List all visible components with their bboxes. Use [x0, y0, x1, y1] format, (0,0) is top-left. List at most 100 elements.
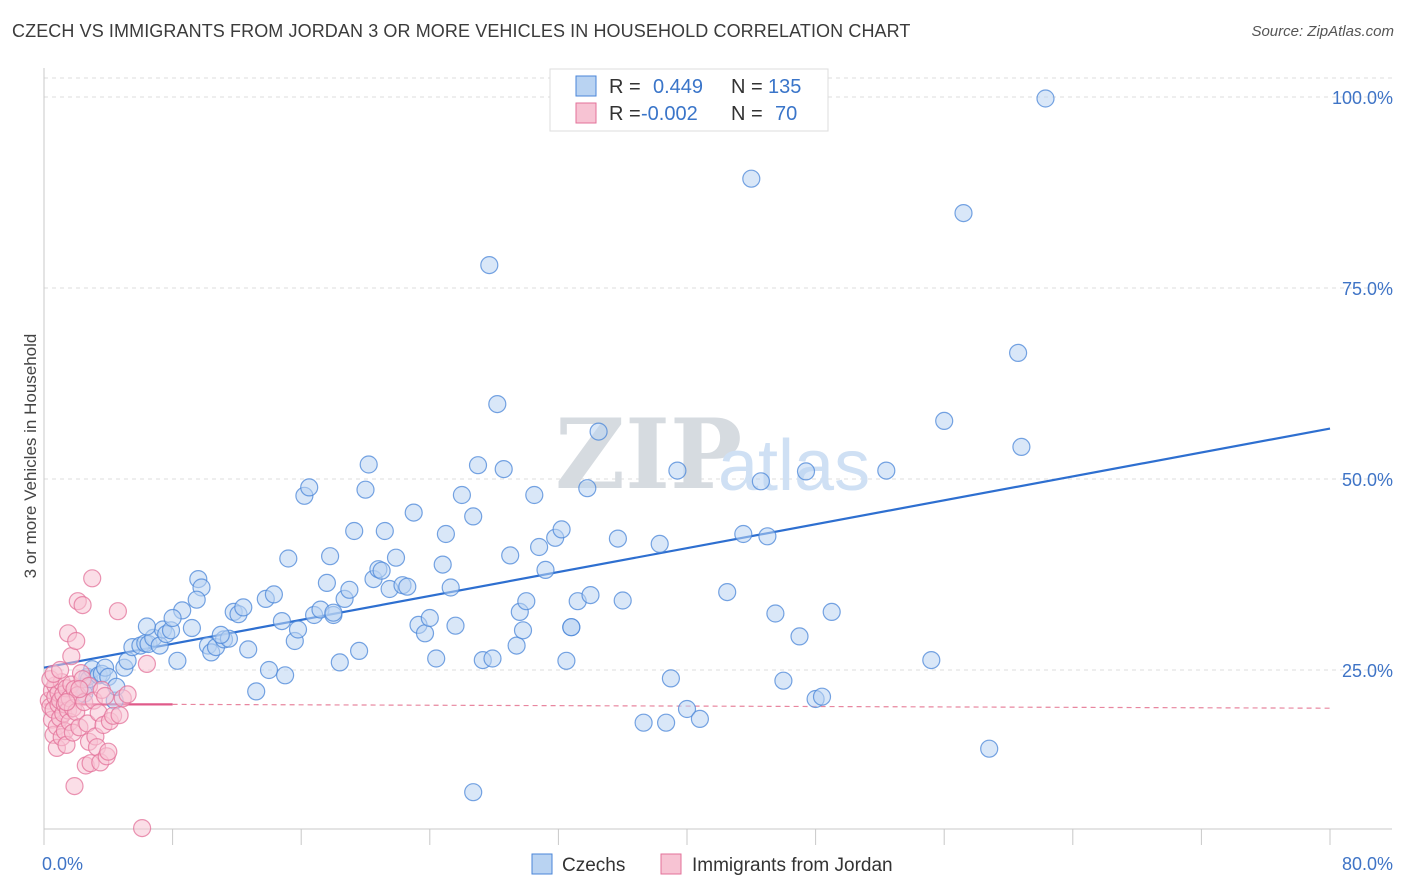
legend-swatch-jordan [575, 102, 597, 124]
czech-point-75 [452, 485, 471, 505]
czech-point-105 [677, 699, 697, 719]
czech-point-54 [340, 580, 359, 599]
bottom-legend-label-jordan: Immigrants from Jordan [692, 855, 893, 876]
czech-point-92 [557, 651, 576, 670]
jordan-point-54 [95, 686, 115, 706]
jordan-point-69 [57, 692, 76, 712]
czech-point-135 [513, 621, 533, 640]
czech-point-129 [324, 603, 343, 622]
series-czechs [75, 89, 1055, 802]
y-tick-label-75: 75.0% [1342, 279, 1393, 299]
czech-point-100 [634, 713, 653, 732]
legend-r-value-czechs: 0.449 [653, 76, 703, 98]
bottom-legend-swatch-jordan [660, 853, 682, 875]
czech-point-102 [656, 713, 676, 732]
jordan-point-62 [118, 685, 137, 704]
czech-point-132 [137, 617, 156, 636]
czech-point-58 [359, 455, 378, 474]
czech-point-106 [690, 709, 710, 729]
czech-point-130 [211, 625, 230, 645]
czech-point-97 [589, 422, 608, 441]
jordan-point-46 [83, 569, 102, 588]
czech-point-88 [529, 537, 549, 557]
czech-point-125 [1012, 437, 1031, 456]
czech-point-36 [247, 682, 266, 701]
czech-point-122 [954, 204, 973, 223]
czech-point-50 [321, 547, 340, 566]
jordan-point-63 [133, 818, 152, 838]
czech-point-126 [1036, 89, 1055, 108]
jordan-point-64 [137, 654, 156, 674]
jordan-point-38 [73, 595, 92, 615]
czech-point-124 [1008, 343, 1028, 362]
czech-point-95 [578, 479, 597, 498]
czech-point-72 [436, 524, 455, 544]
czech-point-76 [464, 507, 483, 526]
czech-point-114 [790, 627, 809, 646]
czech-point-107 [718, 582, 737, 602]
x-tick-label-min: 0.0% [42, 854, 83, 874]
czech-point-34 [234, 598, 253, 617]
czech-point-63 [386, 548, 406, 567]
czech-point-22 [168, 651, 187, 670]
czech-point-123 [980, 739, 999, 758]
legend-n-value-jordan: 70 [775, 103, 797, 125]
czech-point-111 [758, 527, 777, 546]
czech-point-38 [259, 660, 279, 680]
x-tick-label-max: 80.0% [1342, 854, 1393, 874]
czech-point-66 [404, 503, 423, 522]
czech-point-83 [501, 546, 520, 565]
czech-point-68 [415, 624, 435, 643]
czech-point-103 [661, 669, 681, 688]
jordan-point-67 [50, 660, 70, 680]
czech-point-35 [239, 640, 258, 659]
y-axis-title: 3 or more Vehicles in Household [21, 334, 40, 579]
trend-line-czechs [43, 427, 1331, 669]
czech-point-112 [766, 604, 785, 623]
jordan-point-68 [70, 679, 89, 699]
bottom-legend-swatch-czechs [531, 853, 553, 875]
czech-point-119 [877, 461, 896, 480]
legend-n-value-czechs: 135 [768, 76, 801, 98]
czech-point-46 [300, 478, 319, 497]
czech-point-61 [375, 521, 394, 541]
czech-point-73 [441, 578, 460, 597]
czech-point-121 [935, 411, 954, 430]
czech-point-82 [494, 460, 513, 479]
czech-point-57 [356, 480, 375, 499]
czech-point-65 [398, 577, 417, 596]
czech-point-128 [562, 618, 581, 637]
czech-point-133 [187, 590, 206, 609]
czech-point-74 [446, 616, 465, 635]
legend-series: Czechs Immigrants from Jordan [531, 853, 893, 876]
czech-point-127 [464, 783, 483, 802]
chart-source: Source: ZipAtlas.com [1251, 23, 1394, 40]
czech-point-113 [774, 671, 793, 690]
czech-point-120 [922, 650, 941, 670]
czech-point-69 [420, 608, 439, 628]
czech-point-56 [350, 641, 369, 661]
czech-point-101 [650, 534, 669, 554]
bottom-legend-label-czechs: Czechs [562, 855, 625, 876]
jordan-point-32 [67, 631, 86, 651]
czech-point-55 [345, 521, 364, 541]
czech-point-89 [536, 560, 555, 580]
legend-stats: R = 0.449 N = 135 R = -0.002 N = 70 [549, 68, 829, 132]
czech-point-49 [317, 573, 336, 593]
czech-point-98 [608, 529, 628, 548]
czech-point-118 [822, 602, 841, 622]
czech-point-79 [480, 256, 499, 275]
jordan-point-60 [110, 705, 129, 725]
czech-point-99 [613, 591, 632, 610]
legend-n-label-jordan: N = [731, 103, 763, 125]
czech-point-131 [163, 608, 182, 628]
czech-point-115 [796, 462, 816, 481]
czech-point-117 [812, 687, 832, 706]
trend-line-jordan-extension [172, 703, 1331, 709]
jordan-point-31 [65, 776, 84, 796]
y-tick-label-25: 25.0% [1342, 661, 1393, 681]
legend-r-label-jordan: R = [609, 103, 641, 125]
chart-title: CZECH VS IMMIGRANTS FROM JORDAN 3 OR MOR… [12, 21, 911, 41]
series-jordan [39, 569, 156, 838]
czech-point-96 [581, 585, 600, 605]
